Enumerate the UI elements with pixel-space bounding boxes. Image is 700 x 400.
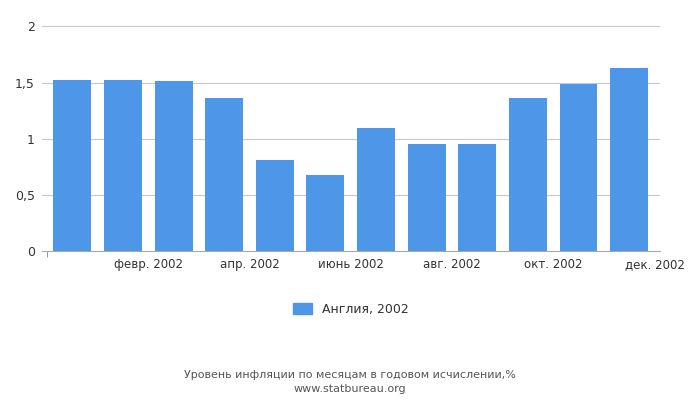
Legend: Англия, 2002: Англия, 2002 (288, 298, 414, 321)
Bar (104, 80, 142, 251)
Bar (256, 160, 294, 251)
Bar (509, 98, 547, 251)
Bar (458, 144, 496, 251)
Bar (53, 80, 91, 251)
Bar (205, 98, 243, 251)
Bar (357, 128, 395, 251)
Bar (610, 68, 648, 251)
Text: www.statbureau.org: www.statbureau.org (294, 384, 406, 394)
Text: Уровень инфляции по месяцам в годовом исчислении,%: Уровень инфляции по месяцам в годовом ис… (184, 370, 516, 380)
Bar (155, 82, 192, 251)
Bar (307, 175, 344, 251)
Bar (559, 84, 598, 251)
Bar (407, 144, 446, 251)
